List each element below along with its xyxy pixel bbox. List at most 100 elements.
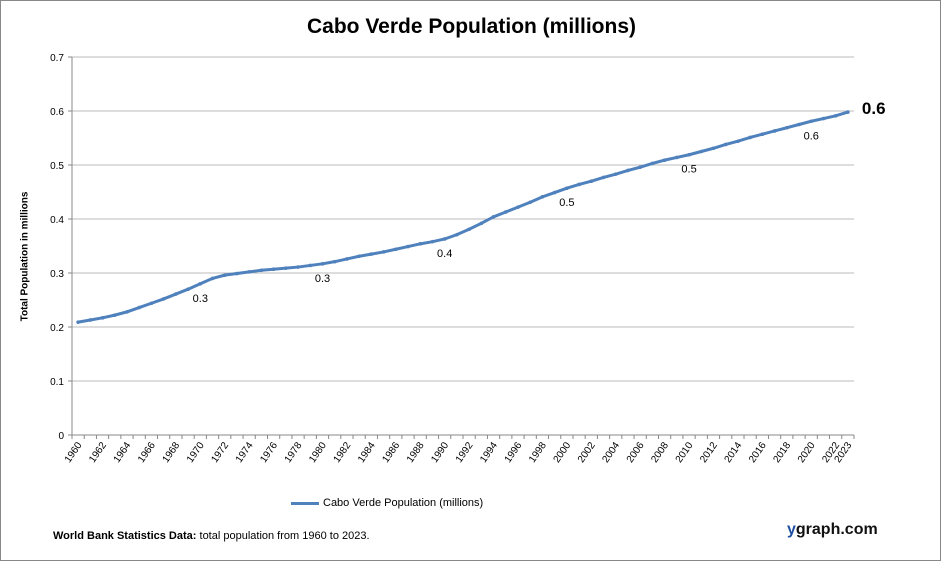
data-point	[455, 232, 459, 237]
chart-title: Cabo Verde Population (millions)	[306, 15, 637, 38]
x-tick-label: 1992	[454, 440, 476, 465]
data-point	[638, 165, 642, 169]
data-point	[174, 292, 178, 296]
x-tick-label: 2014	[723, 440, 745, 465]
data-point	[467, 227, 471, 232]
y-tick-label: 0	[58, 431, 64, 442]
data-point	[675, 155, 679, 160]
data-point	[222, 273, 227, 277]
x-tick-label: 1980	[307, 440, 329, 465]
x-tick-label: 1990	[429, 440, 451, 465]
legend: Cabo Verde Population (millions)	[291, 497, 483, 509]
data-point	[235, 271, 239, 276]
data-point	[589, 179, 594, 183]
legend-label: Cabo Verde Population (millions)	[323, 497, 484, 509]
data-point	[284, 266, 288, 270]
y-tick-label: 0.1	[50, 377, 64, 388]
data-point	[797, 122, 801, 127]
y-tick-label: 0.4	[50, 215, 64, 226]
x-tick-label: 2000	[552, 440, 574, 465]
data-point	[516, 205, 520, 209]
x-tick-label: 1986	[380, 440, 402, 465]
data-point	[112, 313, 117, 317]
data-point	[369, 252, 374, 256]
x-tick-label: 2010	[674, 440, 696, 465]
x-tick-label: 2016	[747, 440, 769, 465]
source-note: World Bank Statistics Data: total popula…	[53, 530, 370, 542]
y-tick-label: 0.7	[50, 53, 64, 64]
x-tick-label: 1968	[161, 440, 183, 465]
data-point	[528, 200, 533, 205]
data-point	[479, 221, 484, 226]
data-point	[736, 139, 740, 144]
brand-logo: ygraph.com	[787, 521, 878, 538]
data-label: 0.4	[437, 248, 452, 260]
x-tick-label: 2006	[625, 440, 647, 465]
data-point	[308, 263, 313, 268]
x-tick-label: 1964	[112, 440, 134, 465]
data-label: 0.6	[804, 130, 819, 142]
x-tick-label: 2004	[600, 440, 622, 465]
data-point	[613, 172, 618, 176]
data-label: 0.5	[559, 197, 574, 209]
x-tick-label: 1978	[283, 440, 305, 465]
x-tick-label: 2012	[698, 440, 720, 465]
data-point	[100, 316, 105, 320]
data-point	[393, 247, 398, 252]
x-tick-label: 1972	[209, 440, 231, 465]
data-point	[418, 242, 423, 246]
data-point	[406, 244, 410, 249]
x-tick-label: 1970	[185, 440, 207, 465]
data-point	[809, 119, 814, 124]
x-tick-label: 1974	[234, 440, 256, 465]
data-point	[332, 259, 337, 264]
data-point	[577, 182, 581, 187]
x-tick-label: 2018	[771, 440, 793, 465]
x-tick-label: 1966	[136, 440, 158, 465]
data-point	[296, 265, 300, 269]
data-point	[259, 268, 264, 273]
y-tick-label: 0.2	[50, 323, 64, 334]
data-point	[565, 186, 569, 191]
legend-swatch	[291, 501, 319, 505]
data-point	[345, 257, 349, 261]
data-point	[149, 301, 154, 306]
y-tick-label: 0.6	[50, 107, 64, 118]
x-tick-label: 1960	[63, 440, 85, 465]
data-point	[271, 267, 276, 272]
data-point	[711, 146, 716, 151]
data-point	[137, 305, 142, 310]
data-label: 0.3	[315, 273, 330, 285]
data-point	[846, 110, 850, 114]
data-point	[320, 262, 325, 266]
end-value-label: 0.6	[862, 99, 886, 118]
x-tick-label: 2002	[576, 440, 598, 465]
data-point	[442, 237, 447, 241]
data-point	[125, 310, 129, 314]
x-tick-label: 2008	[649, 440, 671, 465]
data-point	[247, 270, 251, 274]
data-point	[430, 239, 435, 244]
y-tick-label: 0.5	[50, 161, 64, 172]
x-tick-label: 1996	[503, 440, 525, 465]
x-tick-label: 2020	[796, 440, 818, 465]
series-line	[77, 110, 849, 324]
data-point	[699, 149, 704, 154]
data-point	[723, 142, 728, 147]
x-tick-label: 1962	[87, 440, 109, 465]
data-point	[552, 190, 557, 195]
data-point	[540, 195, 545, 199]
x-tick-label: 1976	[258, 440, 280, 465]
data-point	[491, 215, 496, 219]
data-point	[821, 116, 826, 121]
data-point	[357, 254, 361, 259]
data-label: 0.3	[193, 293, 208, 305]
data-point	[784, 125, 789, 130]
data-point	[626, 168, 630, 173]
data-point	[601, 175, 606, 180]
data-point	[650, 161, 655, 166]
x-tick-label: 1994	[478, 440, 500, 465]
data-point	[198, 282, 203, 286]
y-tick-label: 0.3	[50, 269, 64, 280]
